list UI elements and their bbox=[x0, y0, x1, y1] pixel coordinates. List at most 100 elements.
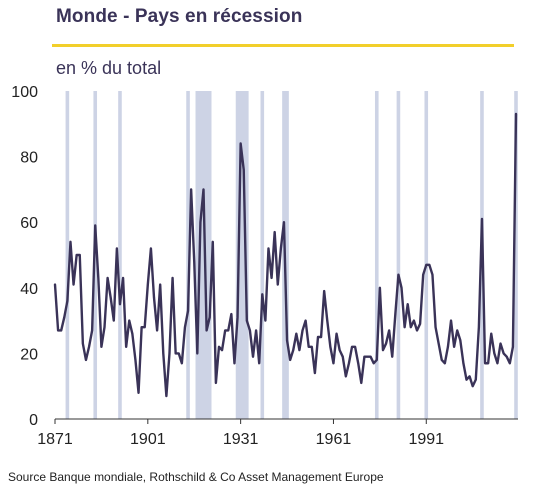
data-point-1886 bbox=[100, 346, 103, 348]
x-tick-label-4: 1991 bbox=[408, 431, 444, 448]
data-point-1903 bbox=[153, 297, 155, 299]
data-point-1956 bbox=[317, 336, 319, 338]
data-point-1951 bbox=[301, 329, 304, 332]
data-point-1924 bbox=[218, 346, 220, 348]
x-tick-label-2: 1931 bbox=[223, 431, 259, 448]
data-point-1919 bbox=[202, 188, 205, 190]
data-point-1960 bbox=[329, 346, 331, 348]
data-point-1946 bbox=[286, 339, 288, 341]
data-point-1893 bbox=[122, 277, 124, 279]
y-tick-label-0: 0 bbox=[29, 412, 38, 429]
data-point-1888 bbox=[106, 277, 109, 279]
recession-band-6 bbox=[260, 91, 265, 419]
data-point-1986 bbox=[410, 326, 412, 328]
data-point-1923 bbox=[215, 382, 217, 384]
data-point-1914 bbox=[187, 310, 189, 312]
data-point-1971 bbox=[363, 356, 365, 358]
data-point-1925 bbox=[221, 349, 223, 351]
data-point-1983 bbox=[400, 287, 403, 289]
data-point-1874 bbox=[63, 316, 65, 318]
data-point-1933 bbox=[246, 320, 248, 322]
data-point-1995 bbox=[438, 342, 440, 345]
data-point-1878 bbox=[76, 254, 78, 256]
data-point-1985 bbox=[407, 303, 409, 305]
data-point-1953 bbox=[308, 346, 310, 348]
data-point-2006 bbox=[472, 385, 474, 387]
x-tick-label-1: 1901 bbox=[130, 431, 166, 448]
y-tick-labels: 0 20 40 60 80 100 bbox=[11, 84, 38, 429]
data-point-1966 bbox=[348, 362, 350, 364]
data-point-1962 bbox=[335, 333, 338, 335]
data-point-2013 bbox=[493, 352, 495, 354]
data-point-1992 bbox=[428, 264, 430, 266]
data-point-1998 bbox=[447, 346, 449, 348]
data-point-1938 bbox=[261, 293, 263, 295]
data-point-1884 bbox=[94, 224, 96, 227]
y-tick-label-2: 40 bbox=[20, 281, 38, 298]
y-tick-label-3: 60 bbox=[20, 215, 38, 232]
y-tick-label-4: 80 bbox=[20, 150, 38, 167]
data-point-1937 bbox=[258, 362, 260, 364]
data-point-1963 bbox=[339, 349, 341, 351]
data-point-1905 bbox=[159, 283, 161, 286]
data-point-1909 bbox=[171, 277, 174, 279]
recession-band-9 bbox=[396, 91, 401, 419]
data-point-2020 bbox=[515, 113, 517, 115]
data-point-2004 bbox=[465, 379, 468, 381]
data-point-2014 bbox=[496, 362, 499, 364]
data-point-1895 bbox=[128, 320, 130, 322]
data-point-1920 bbox=[206, 329, 208, 332]
data-point-2012 bbox=[490, 333, 492, 335]
data-point-1958 bbox=[323, 290, 325, 292]
data-point-1993 bbox=[431, 274, 434, 276]
recession-band-8 bbox=[374, 91, 379, 419]
data-point-1913 bbox=[184, 326, 186, 328]
data-point-1979 bbox=[388, 329, 390, 332]
data-point-1940 bbox=[267, 247, 270, 250]
data-point-2018 bbox=[509, 362, 511, 364]
chart-subtitle: en % du total bbox=[56, 58, 162, 78]
data-point-2015 bbox=[499, 342, 502, 345]
data-point-1872 bbox=[57, 329, 59, 332]
data-point-1965 bbox=[345, 375, 347, 377]
data-point-1885 bbox=[97, 277, 99, 279]
data-point-1916 bbox=[193, 260, 195, 263]
data-point-1917 bbox=[196, 352, 198, 354]
data-point-1990 bbox=[422, 274, 424, 276]
data-point-1912 bbox=[181, 362, 183, 364]
data-point-2001 bbox=[456, 329, 458, 332]
data-point-1934 bbox=[249, 329, 251, 332]
data-point-1981 bbox=[394, 313, 396, 315]
data-point-1935 bbox=[252, 356, 254, 358]
data-point-1975 bbox=[376, 359, 378, 361]
data-point-1881 bbox=[85, 359, 87, 361]
data-point-1898 bbox=[137, 392, 140, 394]
data-point-1906 bbox=[162, 352, 164, 354]
data-point-1950 bbox=[298, 349, 301, 351]
data-point-2009 bbox=[481, 218, 483, 220]
data-point-1996 bbox=[441, 359, 443, 361]
data-point-1984 bbox=[404, 326, 406, 328]
data-point-1989 bbox=[419, 323, 421, 325]
data-point-1964 bbox=[342, 356, 344, 358]
data-point-1894 bbox=[125, 346, 127, 348]
recession-band-4 bbox=[195, 91, 212, 419]
data-point-1955 bbox=[314, 372, 316, 374]
data-point-1900 bbox=[144, 326, 146, 328]
data-point-2002 bbox=[459, 339, 461, 341]
data-point-1959 bbox=[326, 320, 328, 322]
data-point-1901 bbox=[147, 283, 149, 286]
data-point-1976 bbox=[379, 287, 381, 289]
data-point-1967 bbox=[351, 346, 353, 348]
data-point-1974 bbox=[373, 362, 375, 364]
data-point-1947 bbox=[289, 359, 291, 361]
data-point-1948 bbox=[292, 349, 294, 351]
x-tick-labels: 1871 1901 1931 1961 1991 bbox=[37, 431, 444, 448]
source-note: Source Banque mondiale, Rothschild & Co … bbox=[8, 470, 384, 484]
data-point-1982 bbox=[397, 274, 400, 276]
data-point-1918 bbox=[199, 221, 202, 223]
data-point-1907 bbox=[165, 395, 167, 397]
data-point-1880 bbox=[82, 342, 84, 345]
recession-band-0 bbox=[65, 91, 70, 419]
